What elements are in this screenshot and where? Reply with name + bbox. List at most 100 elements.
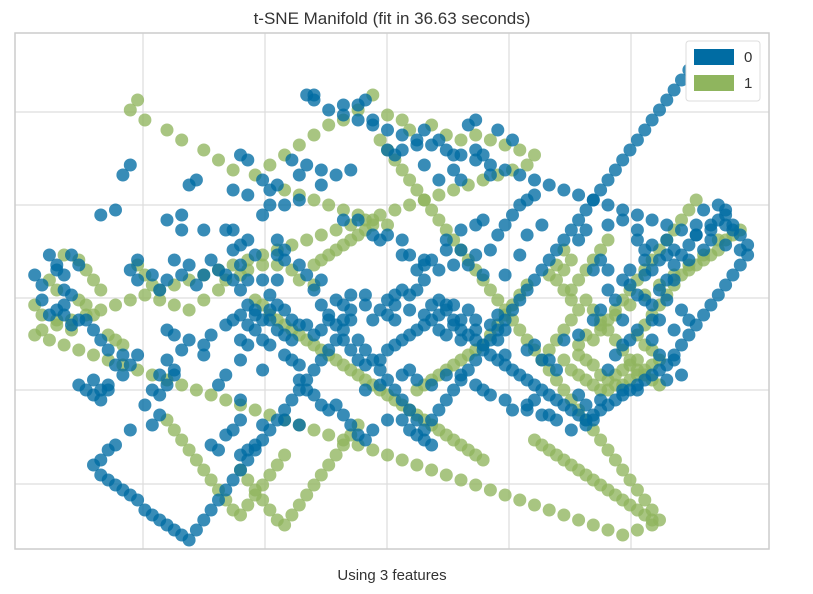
point-series-0-35: [241, 188, 255, 202]
point-series-0-340: [344, 313, 358, 327]
point-series-0-365: [520, 283, 534, 297]
point-series-0-233: [204, 253, 218, 267]
point-series-1-7: [454, 133, 468, 147]
point-series-1-98: [594, 433, 608, 447]
point-series-0-418: [403, 363, 417, 377]
point-series-0-363: [506, 303, 519, 317]
point-series-0-184: [653, 313, 666, 327]
point-series-0-58: [263, 198, 277, 212]
point-series-1-123: [410, 183, 424, 197]
point-series-0-195: [638, 243, 652, 257]
point-series-0-70: [417, 273, 431, 287]
point-series-1-329: [285, 508, 299, 522]
point-series-1-120: [432, 213, 446, 227]
point-series-0-257: [381, 413, 394, 427]
point-series-1-228: [87, 273, 100, 287]
point-series-0-73: [439, 243, 453, 257]
point-series-1-94: [623, 473, 637, 487]
point-series-0-75: [454, 223, 468, 237]
point-series-1-336: [336, 438, 350, 452]
point-series-0-407: [212, 443, 225, 457]
point-series-1-141: [542, 343, 556, 357]
point-series-0-45: [175, 208, 189, 222]
point-series-0-514: [733, 228, 747, 242]
point-series-0-393: [87, 373, 100, 387]
point-series-0-349: [403, 403, 417, 417]
point-series-0-279: [278, 253, 292, 267]
point-series-0-32: [292, 168, 306, 182]
point-series-1-280: [381, 218, 394, 232]
point-series-1-275: [307, 193, 321, 207]
point-series-0-450: [278, 303, 292, 317]
point-series-0-246: [292, 358, 306, 372]
point-series-1-212: [572, 273, 586, 287]
point-series-0-371: [564, 223, 578, 237]
point-series-0-238: [241, 273, 255, 287]
point-series-0-419: [410, 373, 424, 387]
point-series-0-506: [697, 308, 711, 322]
point-series-1-335: [329, 448, 343, 462]
point-series-0-201: [87, 323, 100, 337]
point-series-0-262: [425, 438, 439, 452]
point-series-0-441: [204, 328, 218, 342]
point-series-0-400: [219, 368, 233, 382]
point-series-0-109: [469, 313, 483, 327]
point-series-0-394: [116, 348, 130, 362]
point-series-0-137: [601, 218, 615, 232]
point-series-1-340: [167, 423, 181, 437]
legend-label-1: 1: [744, 75, 752, 92]
point-series-1-92: [638, 493, 652, 507]
point-series-0-375: [594, 183, 608, 197]
point-series-0-174: [704, 223, 718, 237]
point-series-1-138: [564, 313, 578, 327]
point-series-1-95: [616, 463, 630, 477]
point-series-1-344: [197, 463, 211, 477]
point-series-1-59: [204, 388, 218, 402]
point-series-0-164: [667, 258, 681, 272]
point-series-0-104: [388, 313, 402, 327]
point-series-0-237: [234, 283, 247, 297]
point-series-0-282: [263, 288, 277, 302]
point-series-0-271: [314, 298, 328, 312]
point-series-0-265: [373, 303, 387, 317]
point-series-0-214: [35, 278, 49, 292]
point-series-0-183: [667, 323, 681, 337]
point-series-0-383: [653, 103, 666, 117]
point-series-0-364: [513, 293, 527, 307]
point-series-1-19: [432, 188, 446, 202]
point-series-1-349: [234, 508, 247, 522]
point-series-0-546: [733, 243, 747, 257]
point-series-0-31: [314, 178, 328, 192]
point-series-0-10: [491, 123, 505, 137]
point-series-0-354: [439, 393, 453, 407]
point-series-0-319: [189, 523, 203, 537]
point-series-0-382: [645, 113, 659, 127]
point-series-0-166: [682, 238, 696, 252]
point-series-0-91: [483, 243, 497, 257]
point-series-0-15: [381, 143, 394, 157]
point-series-0-139: [572, 233, 586, 247]
point-series-1-22: [388, 203, 402, 217]
point-series-0-143: [608, 293, 622, 307]
point-series-0-129: [594, 303, 608, 317]
point-series-1-330: [292, 498, 306, 512]
point-series-0-128: [586, 313, 600, 327]
point-series-0-153: [579, 398, 593, 412]
point-series-0-399: [197, 348, 211, 362]
point-series-0-277: [300, 268, 314, 282]
point-series-0-3: [351, 98, 365, 112]
point-series-1-245: [153, 293, 167, 307]
point-series-1-28: [300, 233, 314, 247]
point-series-1-247: [182, 303, 196, 317]
point-series-0-416: [373, 378, 387, 392]
point-series-0-85: [520, 228, 534, 242]
point-series-1-13: [520, 158, 534, 172]
point-series-0-372: [572, 213, 586, 227]
point-series-0-385: [667, 83, 681, 97]
point-series-0-229: [189, 278, 203, 292]
point-series-0-520: [351, 113, 365, 127]
point-series-0-538: [616, 203, 630, 217]
point-series-0-148: [675, 368, 688, 382]
point-series-0-117: [432, 323, 446, 337]
